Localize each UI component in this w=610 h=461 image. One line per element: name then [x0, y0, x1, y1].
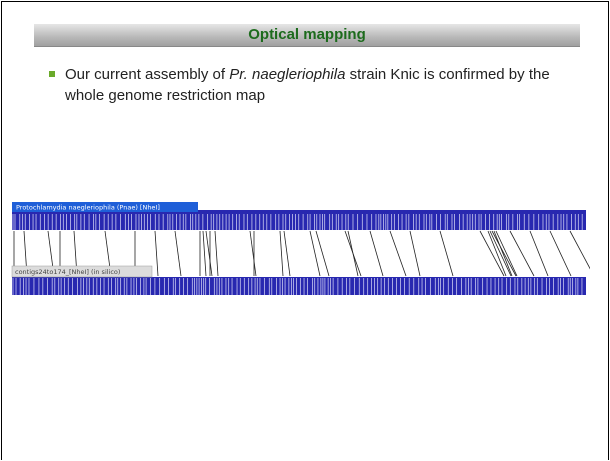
map-decor [440, 231, 453, 276]
map-decor [390, 231, 406, 276]
map-decor [370, 231, 383, 276]
map-decor [316, 231, 329, 276]
bullet-text: Our current assembly of [65, 66, 229, 83]
map-decor [155, 231, 158, 276]
bullet: Our current assembly of Pr. naegleriophi… [49, 64, 585, 106]
slide-title: Optical mapping [34, 24, 580, 47]
map-decor [550, 231, 571, 276]
map-decor [175, 231, 181, 276]
map-decor [250, 231, 256, 276]
map-decor [530, 231, 548, 276]
top-label: Protochlamydia naegleriophila (Pnae) [Nh… [16, 204, 160, 212]
map-decor [280, 231, 283, 276]
map-decor [348, 231, 358, 276]
map-decor [492, 231, 516, 276]
map-decor [570, 231, 590, 276]
map-decor [203, 231, 206, 276]
bottom-label: contigs24to174_[NheI] (in silico) [15, 268, 120, 276]
slide: Optical mapping Our current assembly of … [1, 1, 609, 460]
map-decor [410, 231, 420, 276]
restriction-map: Protochlamydia naegleriophila (Pnae) [Nh… [10, 200, 590, 300]
map-decor [215, 231, 218, 276]
map-decor [284, 231, 290, 276]
bottom-map-bar [12, 277, 586, 295]
map-decor [206, 231, 212, 276]
map-decor [310, 231, 320, 276]
bullet-text: Pr. naegleriophila [229, 66, 345, 83]
